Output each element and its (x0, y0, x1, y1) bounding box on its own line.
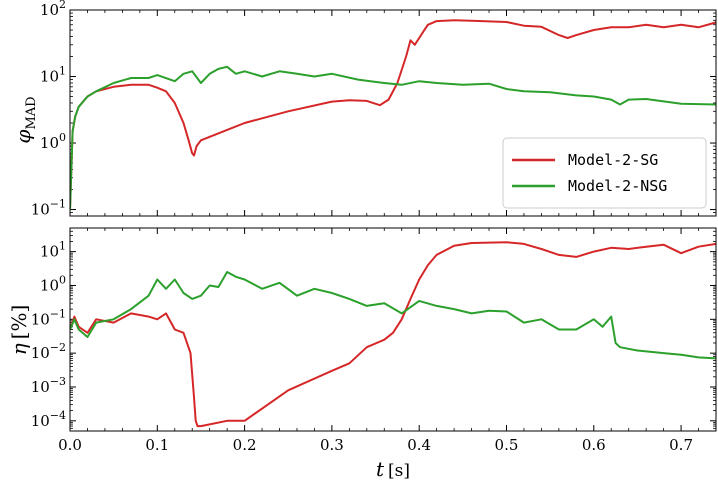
x-tick-label: 0.6 (582, 436, 606, 454)
x-tick-label: 0.7 (669, 436, 693, 454)
x-axis-label: t [s] (376, 457, 410, 481)
y-tick-label: 10−1 (31, 198, 66, 219)
y-tick-base: 10 (31, 344, 50, 362)
legend-label: Model-2-SG (568, 151, 658, 169)
y-tick-base: 10 (40, 68, 59, 86)
y-tick-label: 101 (40, 65, 66, 86)
y-tick-label: 101 (40, 240, 66, 261)
x-tick-label: 0.5 (495, 436, 519, 454)
x-tick-label: 0.2 (233, 436, 257, 454)
y-tick-base: 10 (31, 310, 50, 328)
y-tick-label: 10−3 (31, 375, 66, 396)
y-tick-base: 10 (40, 1, 59, 19)
y-axis-label-unit: [%] (7, 305, 31, 340)
y-tick-exponent: 0 (59, 131, 66, 144)
x-tick-label: 0.3 (320, 436, 344, 454)
y-tick-label: 100 (40, 131, 66, 152)
y-tick-exponent: −4 (50, 409, 66, 422)
y-tick-exponent: −1 (50, 198, 66, 211)
series-line-model-2-sg (70, 19, 716, 210)
y-tick-exponent: −3 (50, 375, 66, 388)
y-tick-label: 102 (40, 0, 66, 19)
y-tick-exponent: −2 (50, 341, 66, 354)
y-tick-label: 10−4 (31, 409, 66, 430)
y-tick-label: 10−2 (31, 341, 66, 362)
y-tick-exponent: 0 (59, 273, 66, 286)
y-axis-label-sub: MAD (24, 96, 39, 129)
y-axis-label-phi: φMAD (11, 96, 39, 143)
series-line-model-2-nsg (70, 271, 716, 360)
x-axis-label-main: t (376, 457, 385, 481)
x-tick-label: 0.4 (407, 436, 431, 454)
y-tick-base: 10 (40, 243, 59, 261)
x-axis-label-unit: [s] (388, 461, 410, 481)
y-tick-base: 10 (40, 134, 59, 152)
x-tick-label: 0.0 (58, 436, 82, 454)
axes-frame (69, 227, 717, 432)
series-line-model-2-nsg (70, 65, 716, 210)
y-tick-label: 100 (40, 273, 66, 294)
y-axis-label-eta: η [%] (7, 305, 31, 356)
legend-label: Model-2-NSG (568, 177, 667, 195)
y-axis-label-main: η (7, 343, 31, 355)
legend-box (502, 137, 707, 209)
y-axis-label-main: φ (11, 130, 35, 144)
legend: Model-2-SG Model-2-NSG (502, 137, 707, 209)
x-tick-label: 0.1 (145, 436, 169, 454)
series-line-model-2-sg (70, 241, 716, 428)
y-tick-base: 10 (31, 378, 50, 396)
y-tick-exponent: −1 (50, 307, 66, 320)
y-tick-base: 10 (31, 412, 50, 430)
y-tick-base: 10 (40, 276, 59, 294)
y-tick-exponent: 1 (59, 240, 66, 253)
y-tick-base: 10 (31, 201, 50, 219)
axes-frame (69, 9, 717, 217)
y-tick-label: 10−1 (31, 307, 66, 328)
y-tick-exponent: 2 (59, 0, 66, 11)
y-tick-exponent: 1 (59, 65, 66, 78)
